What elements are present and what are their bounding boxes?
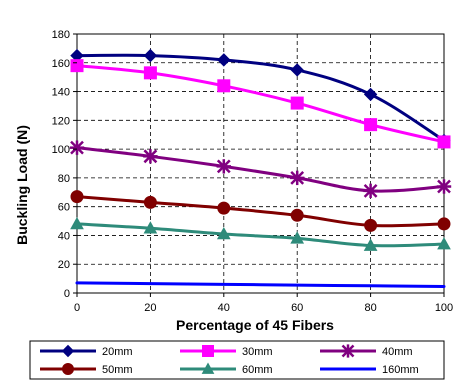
series-line	[75, 222, 446, 248]
data-point	[217, 79, 231, 93]
plot-area	[76, 33, 445, 294]
data-point	[216, 159, 231, 174]
x-tick-label: 80	[364, 302, 376, 314]
legend-item: 30mm	[180, 345, 273, 358]
y-tick-label: 160	[52, 58, 70, 70]
series-layer	[69, 48, 452, 289]
data-point	[143, 195, 157, 209]
data-point	[290, 170, 305, 186]
legend-label: 50mm	[102, 364, 133, 376]
data-point	[70, 216, 84, 230]
data-point	[143, 48, 158, 63]
data-point	[216, 226, 231, 240]
data-point	[143, 149, 158, 164]
y-tick-label: 140	[52, 87, 70, 99]
data-point	[69, 140, 85, 155]
x-axis-label: Percentage of 45 Fibers	[176, 317, 334, 333]
data-point	[70, 190, 84, 204]
data-point	[363, 183, 378, 199]
series-50mm	[70, 190, 451, 232]
axes: 0 20 40 60 80 100 120 140 160 180 0 20 40 60 80 100	[52, 29, 454, 314]
data-point	[143, 66, 157, 80]
data-point	[143, 221, 158, 234]
legend-marker	[62, 363, 74, 375]
y-tick-label: 80	[58, 173, 70, 185]
x-tick-label: 20	[144, 302, 156, 314]
y-tick-label: 120	[52, 115, 70, 127]
legend-item: 160mm	[320, 364, 419, 376]
x-tick-label: 40	[218, 302, 230, 314]
legend-label: 40mm	[382, 346, 413, 358]
series-line	[75, 195, 446, 228]
legend-label: 20mm	[102, 346, 133, 358]
legend-item: 50mm	[40, 363, 133, 376]
y-tick-label: 0	[64, 288, 70, 300]
series-line	[75, 281, 446, 289]
data-point	[217, 53, 231, 67]
data-point	[364, 218, 378, 232]
legend-box	[29, 340, 445, 380]
series-30mm	[70, 59, 451, 149]
data-point	[363, 87, 378, 102]
data-point	[364, 118, 378, 132]
y-tick-label: 100	[52, 144, 70, 156]
legend-marker	[341, 344, 355, 358]
y-axis-label: Buckling Load (N)	[14, 125, 30, 245]
series-60mm	[70, 216, 451, 251]
data-point	[436, 179, 452, 194]
data-point	[290, 96, 304, 110]
data-point	[437, 217, 451, 231]
data-point	[363, 238, 378, 251]
x-tick-label: 100	[435, 302, 453, 314]
data-point	[437, 135, 451, 149]
y-tick-label: 20	[58, 259, 70, 271]
legend-label: 30mm	[242, 346, 273, 358]
legend-label: 60mm	[242, 364, 273, 376]
data-point	[290, 231, 305, 244]
series-20mm	[70, 48, 451, 148]
legend: 20mm 30mm 40mm 50mm 60mm 160mm	[29, 340, 445, 380]
series-40mm	[69, 140, 452, 199]
x-tick-label: 0	[74, 302, 80, 314]
legend-item: 20mm	[40, 344, 133, 358]
x-tick-label: 60	[291, 302, 303, 314]
series-line	[75, 146, 446, 193]
legend-marker	[201, 362, 215, 374]
legend-item: 40mm	[320, 344, 413, 358]
data-point	[70, 59, 84, 73]
legend-marker	[202, 345, 214, 357]
grid	[76, 33, 445, 294]
data-point	[290, 63, 304, 77]
data-point	[437, 237, 451, 250]
legend-marker	[61, 344, 75, 358]
y-tick-label: 60	[58, 202, 70, 214]
y-tick-label: 40	[58, 230, 70, 242]
series-line	[75, 64, 446, 144]
data-point	[290, 208, 304, 222]
data-point	[217, 201, 231, 215]
series-160mm	[75, 281, 446, 289]
legend-label: 160mm	[382, 364, 419, 376]
y-tick-label: 180	[52, 29, 70, 41]
legend-item: 60mm	[180, 362, 273, 376]
